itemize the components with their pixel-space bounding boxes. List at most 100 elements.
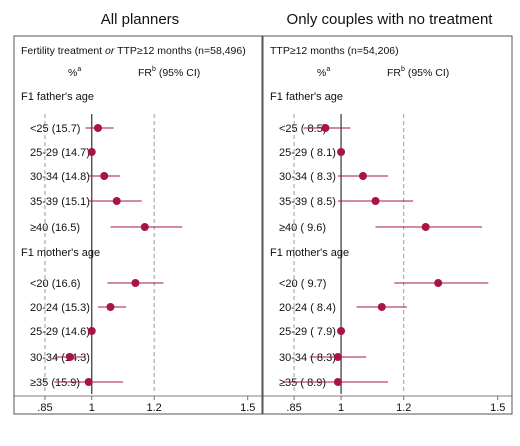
column-header-fr: FRb (95% CI) [138,66,200,79]
forest-row: ≥35 ( 8.9) [279,377,389,389]
forest-row: 25-29 (14.6) [30,326,96,338]
row-percent: ( 8.4) [310,302,336,314]
forest-row: 35-39 ( 8.5) [279,196,414,208]
point-estimate-marker [321,124,330,132]
row-percent: (16.5) [51,222,80,234]
row-percent: ( 8.5) [301,123,327,135]
row-percent: ( 9.6) [300,222,326,234]
subtitle-part: Fertility treatment [21,45,105,57]
row-category: <20 [30,278,49,290]
row-label: <20 ( 9.7) [279,278,326,290]
row-label: <20 (16.6) [30,278,80,290]
row-label: 30-34 (14.3) [30,352,90,364]
row-category: ≥35 [30,377,48,389]
point-estimate-marker [333,353,342,361]
point-estimate-marker [87,148,96,156]
x-tick-label: .85 [286,402,301,414]
row-label: ≥35 ( 8.9) [279,377,326,389]
pct-label: % [68,67,77,79]
row-percent: (14.3) [61,352,90,364]
row-percent: ( 8.3) [310,171,336,183]
pct-superscript: a [77,66,81,73]
forest-row: 20-24 ( 8.4) [279,302,407,314]
x-tick-label: 1.5 [490,402,505,414]
row-category: 25-29 [279,147,307,159]
subtitle-part: TTP≥12 months (n=58,496) [114,45,245,57]
row-category: ≥40 [279,222,297,234]
row-label: ≥40 (16.5) [30,222,80,234]
column-header-fr: FRb (95% CI) [387,66,449,79]
pct-superscript: a [326,66,330,73]
point-estimate-marker [359,172,367,180]
row-percent: ( 8.1) [310,147,336,159]
row-percent: (14.8) [61,171,90,183]
x-tick-label: 1 [338,402,344,414]
row-label: <25 (15.7) [30,123,80,135]
forest-row: 25-29 ( 8.1) [279,147,346,159]
point-estimate-marker [112,197,121,205]
row-label: 35-39 (15.1) [30,196,90,208]
forest-row: <25 ( 8.5) [279,123,351,135]
row-percent: (16.6) [52,278,81,290]
forest-row: 30-34 ( 8.3) [279,352,367,364]
point-estimate-marker [377,303,386,311]
forest-row: 25-29 ( 7.9) [279,326,346,338]
section-label: F1 mother's age [21,247,100,259]
column-header-percent: %a [68,66,81,79]
point-estimate-marker [65,353,74,361]
panel-no-treatment: Only couples with no treatment TTP≥12 mon… [262,11,513,415]
forest-row: ≥35 (15.9) [30,377,123,389]
point-estimate-marker [100,172,109,180]
row-label: 30-34 (14.8) [30,171,90,183]
row-label: 25-29 (14.6) [30,326,90,338]
point-estimate-marker [84,378,93,386]
section-label: F1 mother's age [270,247,349,259]
fr-ci-label: (95% CI) [156,67,200,79]
row-percent: (15.9) [51,377,80,389]
row-percent: (15.3) [61,302,90,314]
row-label: 30-34 ( 8.3) [279,171,336,183]
row-label: 20-24 ( 8.4) [279,302,336,314]
point-estimate-marker [337,327,346,335]
section-label: F1 father's age [21,91,94,103]
row-category: 20-24 [279,302,307,314]
row-percent: ( 9.7) [301,278,327,290]
row-category: 30-34 [30,352,58,364]
row-category: 25-29 [30,326,58,338]
row-label: 25-29 ( 8.1) [279,147,336,159]
panel-subtitle: TTP≥12 months (n=54,206) [270,45,399,57]
subtitle-part: or [105,45,115,57]
point-estimate-marker [371,197,380,205]
row-percent: (14.6) [61,326,90,338]
row-label: 30-34 ( 8.3) [279,352,336,364]
row-label: 35-39 ( 8.5) [279,196,336,208]
row-category: 30-34 [30,171,58,183]
row-category: <25 [30,123,49,135]
forest-row: ≥40 (16.5) [30,222,183,234]
row-percent: ( 8.5) [310,196,336,208]
fr-label: FR [138,67,152,79]
x-tick-label: .85 [37,402,52,414]
forest-row: 20-24 (15.3) [30,302,127,314]
row-percent: ( 8.3) [310,352,336,364]
row-category: ≥40 [30,222,48,234]
row-percent: (15.7) [52,123,81,135]
point-estimate-marker [106,303,115,311]
panel-frame [13,35,263,415]
forest-row: 35-39 (15.1) [30,196,142,208]
point-estimate-marker [421,223,430,231]
forest-row: <20 (16.6) [30,278,164,290]
forest-row: <20 ( 9.7) [279,278,489,290]
point-estimate-marker [87,327,96,335]
fr-superscript: b [401,66,405,73]
forest-row: 30-34 (14.8) [30,171,120,183]
row-label: ≥40 ( 9.6) [279,222,326,234]
row-category: 25-29 [30,147,58,159]
x-tick-label: 1.2 [396,402,411,414]
section-label: F1 father's age [270,91,343,103]
row-label: 25-29 (14.7) [30,147,90,159]
point-estimate-marker [94,124,102,132]
row-percent: ( 7.9) [310,326,336,338]
point-estimate-marker [333,378,342,386]
